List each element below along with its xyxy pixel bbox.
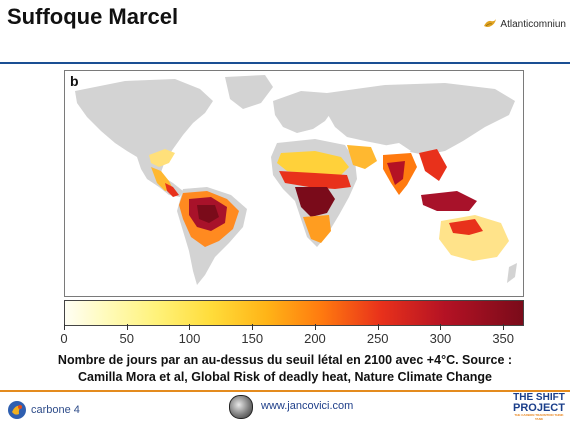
- scale-tick: [252, 324, 254, 330]
- sahara-heat: [277, 151, 349, 175]
- scale-tick-label: 150: [241, 331, 264, 346]
- slide-title: Suffoque Marcel: [7, 4, 179, 29]
- shift-logo-line-2: PROJECT: [513, 402, 565, 414]
- carbone4-emblem-icon: [8, 401, 26, 419]
- scale-tick-label: 50: [119, 331, 134, 346]
- scale-tick: [126, 324, 128, 330]
- shift-logo-line-1: THE SHIFT: [513, 392, 565, 403]
- caption-line-1: Nombre de jours par an au-dessus du seui…: [57, 353, 513, 367]
- scale-tick-label: 200: [304, 331, 326, 346]
- india-core-heat: [387, 161, 405, 185]
- new-zealand-region: [507, 263, 517, 283]
- scale-tick-label: 0: [60, 331, 68, 346]
- amazon-core: [197, 205, 219, 223]
- scale-tick-label: 300: [429, 331, 452, 346]
- scale-tick: [314, 324, 316, 330]
- color-scale-bar: [64, 300, 524, 326]
- scale-tick-label: 250: [366, 331, 389, 346]
- shift-project-logo: THE SHIFT PROJECT THE CARBON TRANSITION …: [511, 392, 567, 422]
- scale-tick: [503, 324, 505, 330]
- scale-tick: [64, 324, 65, 330]
- scale-tick-label: 350: [492, 331, 515, 346]
- header-rule: [0, 62, 570, 64]
- indonesia-heat: [421, 191, 477, 211]
- world-heat-map: [75, 75, 517, 285]
- greenland-region: [225, 75, 273, 109]
- europe-region: [273, 91, 335, 133]
- north-america-region: [75, 79, 213, 197]
- gulf-heat: [149, 149, 175, 167]
- scale-tick: [440, 324, 442, 330]
- globe-icon: [229, 395, 253, 419]
- scale-tick: [189, 324, 191, 330]
- sahel-heat: [279, 171, 351, 189]
- asia-region: [327, 83, 515, 155]
- scale-ticks: [64, 324, 522, 332]
- middle-east-heat: [347, 145, 377, 169]
- footer-rule: [0, 390, 570, 392]
- southern-africa-heat: [303, 215, 331, 243]
- australia-north-heat: [449, 219, 483, 235]
- brand-logo: Atlanticomniun: [483, 18, 566, 30]
- central-america-heat: [165, 183, 179, 197]
- carbone4-logo: carbone 4: [7, 400, 80, 420]
- southeast-asia-heat: [419, 149, 447, 181]
- central-africa-heat: [295, 187, 335, 217]
- shift-logo-tagline: THE CARBON TRANSITION THINK TANK: [514, 413, 564, 421]
- map-caption: Nombre de jours par an au-dessus du seui…: [0, 352, 570, 386]
- bird-logo-icon: [484, 19, 497, 27]
- map-frame: [64, 70, 524, 297]
- panel-letter: b: [70, 73, 79, 89]
- caption-line-2: Camilla Mora et al, Global Risk of deadl…: [78, 370, 492, 384]
- scale-tick: [377, 324, 379, 330]
- brand-label: Atlanticomniun: [500, 18, 566, 30]
- website-link[interactable]: www.jancovici.com: [261, 400, 354, 412]
- scale-tick-label: 100: [178, 331, 201, 346]
- carbone4-label: carbone 4: [31, 404, 80, 416]
